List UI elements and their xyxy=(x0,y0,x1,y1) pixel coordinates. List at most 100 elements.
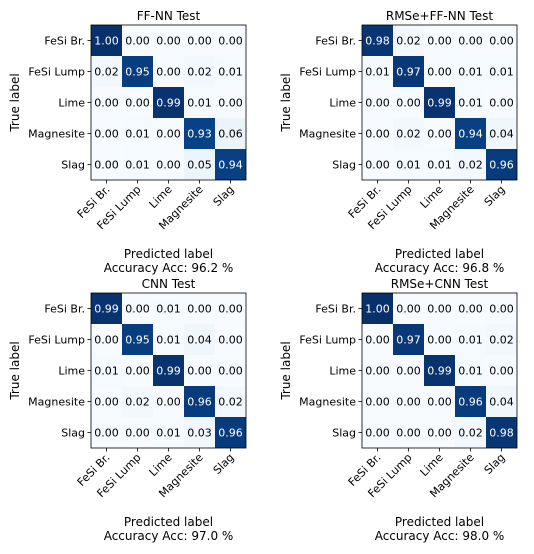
heatmap-cell xyxy=(215,293,246,324)
cell-value-label: 0.01 xyxy=(458,365,483,378)
cell-value-label: 0.01 xyxy=(396,159,421,172)
accuracy-label: Accuracy Acc: 96.8 % xyxy=(375,261,505,275)
y-tick-label: FeSi Br. xyxy=(44,303,85,316)
heatmap-cell xyxy=(215,324,246,355)
cell-value-label: 0.00 xyxy=(489,303,514,316)
heatmap-cell xyxy=(424,56,455,87)
cell-value-label: 0.00 xyxy=(218,303,243,316)
y-tick-label: Lime xyxy=(58,365,85,378)
y-axis-label: True label xyxy=(279,73,293,132)
heatmap-cell xyxy=(393,386,424,417)
heatmap-cell xyxy=(215,386,246,417)
cell-value-label: 0.95 xyxy=(125,334,150,347)
cell-value-label: 0.01 xyxy=(94,365,119,378)
heatmap-cell xyxy=(424,118,455,149)
cell-value-label: 0.00 xyxy=(396,427,421,440)
heatmap-cell xyxy=(91,87,122,118)
heatmap-cell xyxy=(122,355,153,386)
heatmap-cell xyxy=(455,386,486,417)
heatmap-cell xyxy=(424,25,455,56)
cell-value-label: 0.00 xyxy=(365,396,390,409)
panel-title: RMSe+FF-NN Test xyxy=(386,9,494,23)
y-tick-label: Lime xyxy=(329,97,356,110)
y-tick-label: Slag xyxy=(332,159,356,172)
heatmap-cell xyxy=(455,293,486,324)
heatmap-cell xyxy=(184,386,215,417)
heatmap-cell xyxy=(393,56,424,87)
cell-value-label: 0.00 xyxy=(365,334,390,347)
heatmap-cell xyxy=(153,355,184,386)
heatmap-cell xyxy=(393,25,424,56)
heatmap-cell xyxy=(486,56,517,87)
heatmap-cell xyxy=(91,293,122,324)
y-tick-label: FeSi Lump xyxy=(299,334,356,347)
heatmap-cell xyxy=(91,56,122,87)
y-tick-label: FeSi Lump xyxy=(28,66,85,79)
heatmap-cell xyxy=(215,56,246,87)
heatmap-cell xyxy=(184,355,215,386)
cell-value-label: 0.00 xyxy=(365,427,390,440)
y-tick-label: Slag xyxy=(332,427,356,440)
y-tick-label: Lime xyxy=(58,97,85,110)
y-tick-label: FeSi Lump xyxy=(28,334,85,347)
x-axis-label: Predicted label xyxy=(395,515,484,529)
y-axis-label: True label xyxy=(279,341,293,400)
cell-value-label: 0.00 xyxy=(365,97,390,110)
heatmap-cell xyxy=(184,324,215,355)
cell-value-label: 0.00 xyxy=(427,427,452,440)
heatmap-cell xyxy=(184,118,215,149)
accuracy-label: Accuracy Acc: 96.2 % xyxy=(104,261,234,275)
heatmap-cell xyxy=(393,293,424,324)
y-axis-label: True label xyxy=(8,73,22,132)
heatmap-cell xyxy=(122,25,153,56)
cell-value-label: 0.00 xyxy=(427,66,452,79)
cell-value-label: 0.02 xyxy=(187,66,212,79)
y-tick-label: Magnesite xyxy=(28,396,85,409)
cell-value-label: 0.00 xyxy=(458,35,483,48)
cell-value-label: 0.01 xyxy=(187,97,212,110)
heatmap-cell xyxy=(184,293,215,324)
cell-value-label: 0.01 xyxy=(489,66,514,79)
cell-value-label: 0.00 xyxy=(396,303,421,316)
heatmap-cell xyxy=(424,386,455,417)
heatmap-cell xyxy=(122,293,153,324)
heatmap-cell xyxy=(424,149,455,180)
heatmap-cell xyxy=(362,87,393,118)
heatmap-cell xyxy=(215,25,246,56)
heatmap-cell xyxy=(455,149,486,180)
heatmap-cell xyxy=(362,417,393,448)
cell-value-label: 0.96 xyxy=(489,159,514,172)
heatmap-cell xyxy=(362,293,393,324)
cell-value-label: 0.03 xyxy=(187,427,212,440)
y-axis-label: True label xyxy=(8,341,22,400)
heatmap-cell xyxy=(153,87,184,118)
cell-value-label: 0.01 xyxy=(125,128,150,141)
cell-value-label: 0.00 xyxy=(365,159,390,172)
cell-value-label: 0.00 xyxy=(156,396,181,409)
heatmap-cell xyxy=(455,355,486,386)
heatmap-cell xyxy=(424,293,455,324)
y-tick-label: FeSi Br. xyxy=(315,303,356,316)
heatmap-cell xyxy=(153,149,184,180)
heatmap-cell xyxy=(184,56,215,87)
panel-title: RMSe+CNN Test xyxy=(391,277,489,291)
cell-value-label: 0.99 xyxy=(156,97,181,110)
heatmap-cell xyxy=(424,417,455,448)
cell-value-label: 0.00 xyxy=(125,35,150,48)
heatmap-cell xyxy=(91,25,122,56)
heatmap-cell xyxy=(215,355,246,386)
heatmap-cell xyxy=(486,149,517,180)
cell-value-label: 0.94 xyxy=(218,159,243,172)
heatmap-cell xyxy=(153,25,184,56)
cell-value-label: 0.01 xyxy=(427,159,452,172)
heatmap-cell xyxy=(424,324,455,355)
cell-value-label: 0.00 xyxy=(218,97,243,110)
heatmap-cell xyxy=(184,25,215,56)
cell-value-label: 0.99 xyxy=(427,97,452,110)
cell-value-label: 0.04 xyxy=(187,334,212,347)
cell-value-label: 0.01 xyxy=(458,97,483,110)
cell-value-label: 0.99 xyxy=(94,303,119,316)
heatmap-cell xyxy=(362,355,393,386)
heatmap-cell xyxy=(215,149,246,180)
cell-value-label: 1.00 xyxy=(94,35,119,48)
